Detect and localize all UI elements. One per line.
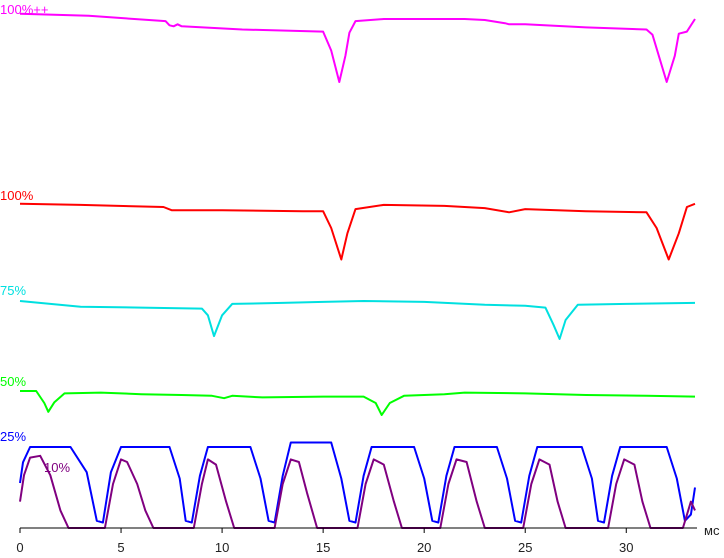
x-tick-label: 15 [316,540,330,555]
series-labels: 100%++ 100% 75% 50% 25% 10% [0,2,70,475]
series-label-0: 100%++ [0,2,48,17]
x-axis-unit-label: мс [704,523,720,538]
x-tick-label: 20 [417,540,431,555]
x-tick-label: 30 [619,540,633,555]
x-tick-label: 10 [215,540,229,555]
series-label-5: 10% [44,460,70,475]
series-line-1 [19,202,696,261]
x-tick-label: 25 [518,540,532,555]
series-label-2: 75% [0,283,26,298]
series-label-4: 25% [0,429,26,444]
series-label-3: 50% [0,374,26,389]
series-line-4 [19,441,696,524]
series-lines [19,12,696,529]
series-line-2 [19,300,696,340]
series-line-5 [19,454,696,529]
x-tick-label: 5 [117,540,124,555]
x-tick-label: 0 [16,540,23,555]
series-line-3 [20,390,696,416]
x-axis: мс 0 5 10 15 20 25 30 [16,523,720,555]
series-line-0 [19,12,696,83]
series-label-1: 100% [0,188,34,203]
